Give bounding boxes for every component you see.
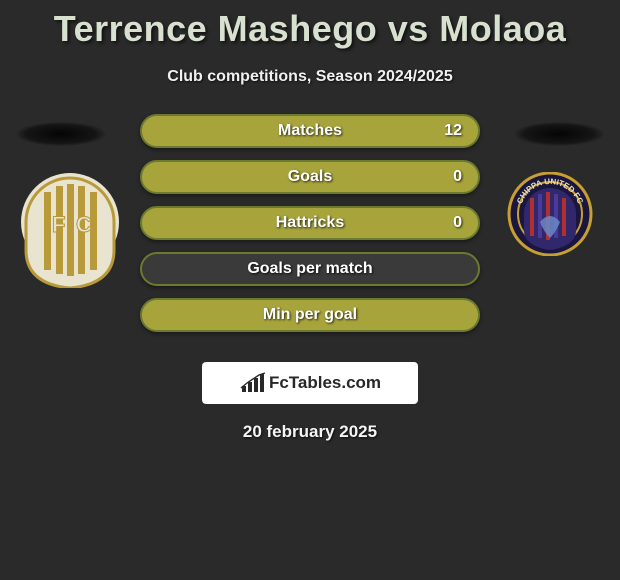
team-crest-right: CHIPPA UNITED FC xyxy=(500,172,600,256)
bar-label: Min per goal xyxy=(263,306,357,324)
bar-hattricks: Hattricks 0 xyxy=(140,206,480,240)
bar-value: 0 xyxy=(453,214,462,232)
page-title: Terrence Mashego vs Molaoa xyxy=(0,0,620,50)
bar-label: Goals xyxy=(288,168,332,186)
bar-label: Matches xyxy=(278,122,342,140)
bar-label: Goals per match xyxy=(247,260,372,278)
player-shadow-right xyxy=(514,122,604,146)
watermark-text: FcTables.com xyxy=(269,373,381,393)
date: 20 february 2025 xyxy=(0,422,620,442)
comparison-content: F C CHIPPA UNITED FC Matches 12 Goals 0 xyxy=(0,114,620,354)
bar-goals: Goals 0 xyxy=(140,160,480,194)
svg-text:F: F xyxy=(52,212,65,237)
bar-value: 0 xyxy=(453,168,462,186)
bar-matches: Matches 12 xyxy=(140,114,480,148)
watermark-icon xyxy=(239,372,267,394)
subtitle: Club competitions, Season 2024/2025 xyxy=(0,68,620,86)
team-crest-left: F C xyxy=(20,172,120,272)
player-shadow-left xyxy=(16,122,106,146)
bar-label: Hattricks xyxy=(276,214,344,232)
stat-bars: Matches 12 Goals 0 Hattricks 0 Goals per… xyxy=(140,114,480,344)
bar-min-per-goal: Min per goal xyxy=(140,298,480,332)
bar-goals-per-match: Goals per match xyxy=(140,252,480,286)
svg-text:C: C xyxy=(76,212,92,237)
bar-value: 12 xyxy=(444,122,462,140)
watermark: FcTables.com xyxy=(202,362,418,404)
